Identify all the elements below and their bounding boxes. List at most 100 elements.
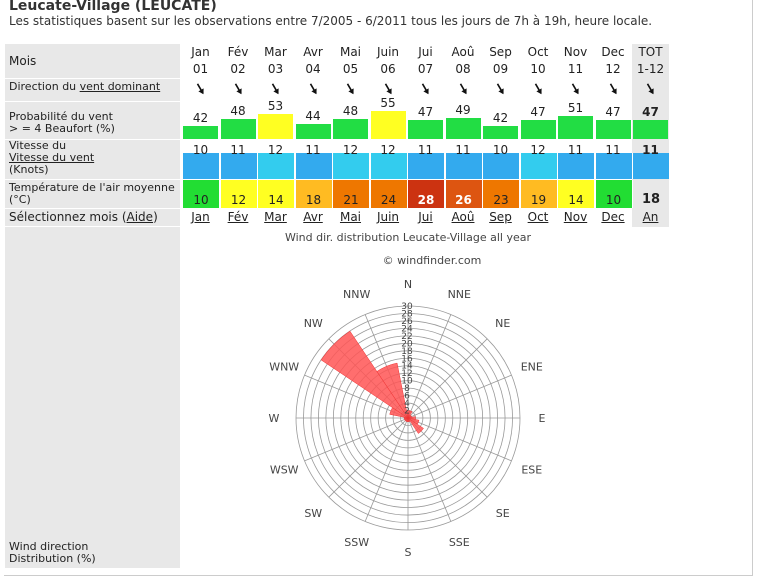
select-label-suffix: ) <box>153 210 158 224</box>
month-number: 12 <box>605 62 621 76</box>
month-number: 07 <box>417 62 434 76</box>
month-name: Mai <box>339 45 362 59</box>
month-name: Aoû <box>451 45 475 59</box>
probability-bar <box>595 120 631 139</box>
speed-bar <box>257 153 294 179</box>
month-number: 03 <box>267 62 284 76</box>
probability-bar <box>333 119 368 139</box>
month-select-link[interactable]: Nov <box>563 210 588 224</box>
speed-label-line3: (Knots) <box>9 163 49 176</box>
month-name: Fév <box>227 45 249 59</box>
month-name: Mar <box>264 45 287 59</box>
month-select-link[interactable]: Dec <box>601 210 625 224</box>
probability-value: 44 <box>305 109 321 123</box>
wind-direction-arrow-icon <box>482 80 519 98</box>
wind-dist-label-line1: Wind direction <box>9 540 89 553</box>
probability-bar <box>558 116 593 139</box>
probability-bar <box>520 120 556 139</box>
probability-bar <box>408 120 443 139</box>
month-select-link[interactable]: Jui <box>418 210 433 224</box>
wind-direction-arrow-icon <box>257 80 294 98</box>
speed-bar <box>557 153 594 179</box>
month-name: Oct <box>527 45 549 59</box>
speed-value: 12 <box>267 143 284 157</box>
wind-direction-arrow-icon <box>632 80 669 98</box>
wind-direction-arrow-icon <box>332 80 369 98</box>
probability-bar <box>445 118 481 139</box>
wind-direction-arrow-icon <box>445 80 482 98</box>
month-number: 09 <box>492 62 509 76</box>
speed-bar <box>332 153 369 179</box>
month-name: Nov <box>563 45 588 59</box>
month-number: 04 <box>305 62 321 76</box>
aide-link[interactable]: Aide <box>126 210 154 224</box>
temperature-cell: 14 <box>257 180 294 208</box>
temperature-cell: 10 <box>182 180 219 208</box>
speed-bar <box>594 153 632 179</box>
speed-value: 11 <box>305 143 321 157</box>
probability-value: 48 <box>230 104 246 118</box>
wind-direction-arrow-icon <box>370 80 407 98</box>
month-number: 05 <box>342 62 359 76</box>
speed-value: 11 <box>417 143 434 157</box>
speed-bar <box>219 153 257 179</box>
wind-direction-arrow-icon <box>220 80 257 98</box>
row-label-direction: Direction du vent dominant <box>5 79 180 101</box>
prob-label-line1: Probabilité du vent <box>9 110 113 123</box>
month-select-link[interactable]: Aoû <box>451 210 475 224</box>
probability-bar <box>183 126 218 139</box>
month-select-link[interactable]: An <box>642 210 659 224</box>
probability-value: 47 <box>642 105 659 119</box>
probability-value: 55 <box>380 96 396 110</box>
row-label-wind-dist-bg <box>5 227 180 568</box>
month-select-link[interactable]: Sep <box>489 210 512 224</box>
page-subtitle: Les statistiques basent sur les observat… <box>9 14 653 28</box>
wind-direction-arrow-icon <box>557 80 594 98</box>
temperature-cell: 24 <box>369 180 407 208</box>
month-select-link[interactable]: Juin <box>376 210 400 224</box>
month-number: 06 <box>380 62 396 76</box>
row-label-wind-dist: Wind direction Distribution (%) <box>5 541 180 568</box>
temperature-cell: 28 <box>407 180 444 208</box>
month-name: Jan <box>191 45 210 59</box>
month-select-link[interactable]: Fév <box>227 210 249 224</box>
speed-value: 12 <box>380 143 396 157</box>
probability-bar <box>633 120 668 139</box>
temperature-cell: 10 <box>594 180 632 208</box>
wind-direction-arrow-icon <box>407 80 444 98</box>
month-select-link[interactable]: Oct <box>527 210 549 224</box>
probability-value: 53 <box>267 99 284 113</box>
month-select-link[interactable]: Mai <box>339 210 362 224</box>
month-number: 02 <box>230 62 246 76</box>
row-label-probability: Probabilité du vent > = 4 Beaufort (%) <box>5 102 180 139</box>
speed-value: 11 <box>455 143 471 157</box>
prob-label-line2: > = 4 Beaufort (%) <box>9 122 115 135</box>
speed-value: 10 <box>192 143 209 157</box>
speed-bar <box>407 153 444 179</box>
direction-label-prefix: Direction du <box>9 80 80 93</box>
wind-direction-arrow-icon <box>595 80 632 98</box>
probability-bar <box>220 119 256 139</box>
vitesse-du-vent-link[interactable]: Vitesse du vent <box>9 151 95 164</box>
speed-value: 12 <box>530 143 546 157</box>
probability-value: 47 <box>605 105 621 119</box>
probability-bar <box>370 111 406 139</box>
month-select-link[interactable]: Mar <box>264 210 287 224</box>
speed-value: 12 <box>342 143 359 157</box>
probability-bar <box>258 114 293 139</box>
vent-dominant-link[interactable]: vent dominant <box>79 80 161 93</box>
speed-bar <box>294 153 332 179</box>
month-select-link[interactable]: Jan <box>191 210 210 224</box>
wind-direction-arrow-icon <box>520 80 557 98</box>
speed-value: 10 <box>492 143 509 157</box>
month-number: 10 <box>530 62 546 76</box>
temp-label-line2: (°C) <box>9 193 31 206</box>
temperature-cell: 18 <box>294 180 332 208</box>
speed-bar <box>482 153 519 179</box>
speed-value: 11 <box>605 143 621 157</box>
month-select-link[interactable]: Avr <box>303 210 323 224</box>
probability-value: 47 <box>530 105 546 119</box>
page-title: Leucate-Village (LEUCATE) <box>9 0 217 14</box>
probability-bar <box>295 124 331 139</box>
content-frame <box>4 0 753 576</box>
